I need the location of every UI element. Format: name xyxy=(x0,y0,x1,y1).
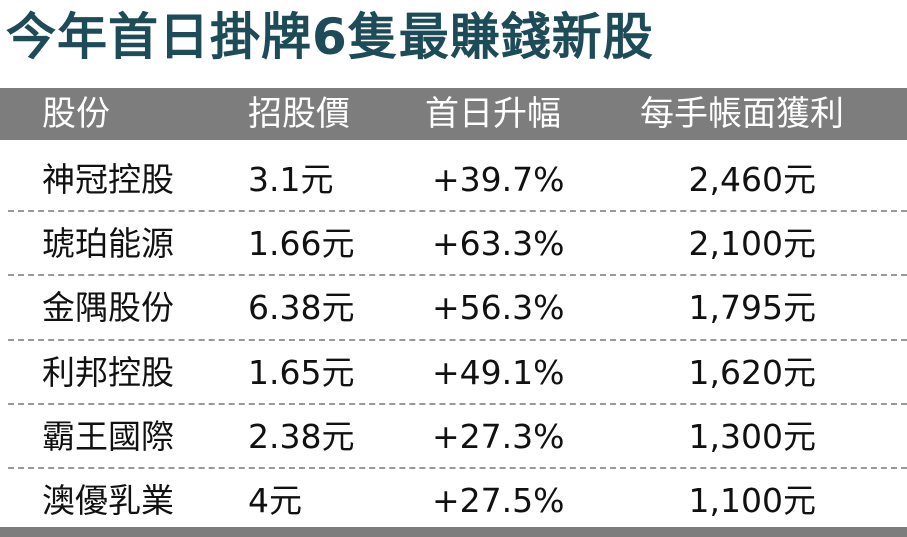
title: 今年首日掛牌6隻最賺錢新股 xyxy=(6,8,654,66)
table-cell: 3.1元 xyxy=(248,160,334,199)
table-cell: 澳優乳業 xyxy=(42,481,174,520)
table-cell: 1,300元 xyxy=(688,416,816,456)
table-cell: 1.65元 xyxy=(248,352,355,392)
table-cell: +39.7% xyxy=(432,160,565,199)
column-header: 股份 xyxy=(42,94,110,134)
table-cell: 2,460元 xyxy=(688,160,816,199)
row-separator xyxy=(8,210,907,213)
table-cell: 4元 xyxy=(248,481,302,520)
table-header: 股份 招股價 首日升幅 每手帳面獲利 xyxy=(0,88,907,140)
table-footer-bar xyxy=(0,527,907,537)
row-separator xyxy=(8,467,907,469)
table-cell: 1,100元 xyxy=(688,481,816,520)
column-header: 每手帳面獲利 xyxy=(640,94,844,134)
table-cell: 1.66元 xyxy=(248,224,355,264)
table-cell: 2.38元 xyxy=(248,416,355,456)
table-cell: 霸王國際 xyxy=(42,416,174,456)
table-cell: +27.3% xyxy=(432,416,565,456)
table-cell: +63.3% xyxy=(432,224,565,264)
row-separator xyxy=(8,402,907,405)
table-cell: 1,620元 xyxy=(688,352,816,392)
table-cell: 神冠控股 xyxy=(42,160,174,199)
table-cell: 琥珀能源 xyxy=(42,224,174,264)
table-cell: 2,100元 xyxy=(688,224,816,264)
table-cell: +56.3% xyxy=(432,288,565,328)
column-header: 首日升幅 xyxy=(425,94,561,134)
table-cell: 金隅股份 xyxy=(42,288,174,328)
row-separator xyxy=(8,338,907,341)
table-cell: 6.38元 xyxy=(248,288,355,328)
table-cell: 利邦控股 xyxy=(42,352,174,392)
table-cell: 1,795元 xyxy=(688,288,816,328)
table-cell: +49.1% xyxy=(432,352,565,392)
table-cell: +27.5% xyxy=(432,481,565,520)
row-separator xyxy=(8,274,907,277)
column-header: 招股價 xyxy=(248,94,350,134)
